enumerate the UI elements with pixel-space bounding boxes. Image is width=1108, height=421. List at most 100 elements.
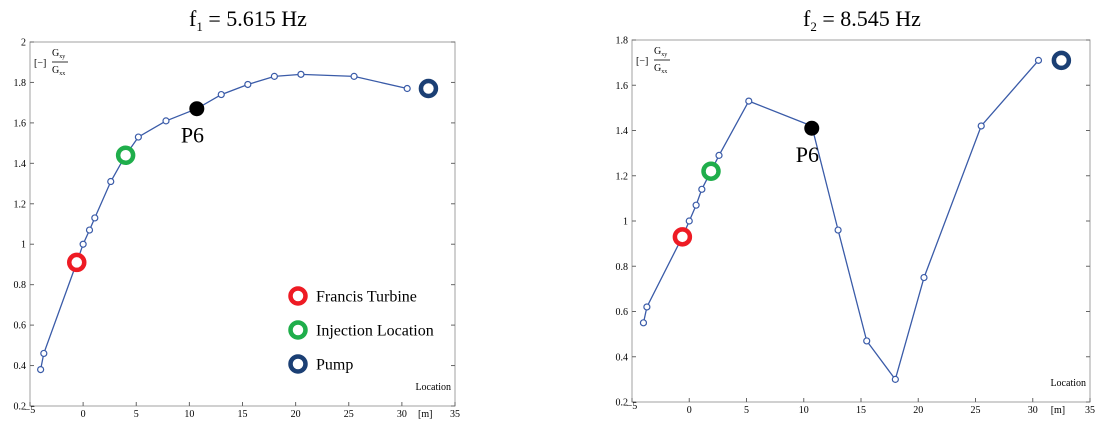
y-label-numerator: Gxy [654, 46, 667, 58]
series-line [642, 59, 1039, 381]
y-tick-label: 0.2 [14, 402, 27, 413]
y-tick-label: 2 [21, 38, 26, 49]
plot-frame [29, 41, 456, 407]
y-tick-label: 0.6 [14, 321, 27, 332]
plot-frame [631, 39, 1091, 403]
y-label-numerator-sub: xy [59, 54, 65, 60]
marker-p6 [804, 120, 820, 136]
y-tick-label: 1.8 [14, 78, 27, 89]
data-point [692, 201, 700, 209]
legend-swatch-francis [288, 286, 308, 306]
y-label-denominator-g: G [52, 65, 59, 76]
x-axis-unit: [m] [1051, 405, 1065, 416]
x-tick-label: 35 [1085, 405, 1095, 416]
marker-p6 [189, 101, 205, 117]
legend-swatch-pump [288, 354, 308, 374]
x-tick-label: −5 [25, 405, 36, 416]
y-label-denominator: Gxx [654, 63, 667, 75]
chart-f1: f1 = 5.615 Hz 0.2 0.4 0.6 0.8 1 1.2 1.4 1.6 1.8 2 −… [14, 6, 461, 420]
chart-f2: f2 = 8.545 Hz 0.2 0.4 0.6 0.8 1 1.2 1.4 1.6 1.8 −5… [616, 6, 1096, 416]
y-tick-label: 0.4 [14, 361, 27, 372]
data-point [79, 240, 87, 248]
data-point [134, 133, 142, 141]
y-tick-label: 1 [21, 240, 26, 251]
data-point [715, 151, 723, 159]
x-tick-label: 5 [744, 405, 749, 416]
y-label-numerator-sub: xy [661, 52, 667, 58]
data-point [834, 226, 842, 234]
x-tick-label: 20 [913, 405, 923, 416]
y-tick-label: 1.6 [616, 81, 629, 92]
legend-label-francis: Francis Turbine [316, 289, 417, 306]
title-prefix: f [803, 6, 811, 31]
y-label-denominator: Gxx [52, 65, 65, 77]
y-label-numerator: Gxy [52, 48, 65, 60]
data-point [244, 80, 252, 89]
data-point [40, 349, 48, 358]
y-label-numerator-g: G [52, 48, 59, 59]
y-label-denominator-g: G [654, 63, 661, 74]
y-tick-label: 0.2 [616, 398, 629, 409]
data-point [37, 366, 45, 374]
data-point [977, 122, 985, 130]
marker-pump [1051, 50, 1072, 71]
title-subscript: 2 [810, 19, 817, 34]
marker-francis [67, 252, 87, 273]
data-point [85, 226, 94, 234]
x-tick-label: −5 [627, 401, 638, 412]
y-tick-label: 0.6 [616, 307, 629, 318]
data-point [698, 185, 706, 193]
y-label-denominator-sub: xx [59, 71, 65, 77]
marker-p6-label: P6 [796, 142, 819, 167]
title-subscript: 1 [196, 19, 203, 34]
data-point [91, 214, 99, 222]
data-point [863, 337, 871, 345]
title-suffix: = 8.545 Hz [817, 6, 921, 31]
data-point [891, 375, 899, 383]
x-axis-unit: [m] [418, 409, 432, 420]
x-tick-label: 5 [134, 409, 139, 420]
legend-swatch-injection [288, 320, 308, 340]
y-tick-label: 0.8 [14, 280, 27, 291]
y-label-denominator-sub: xx [661, 69, 667, 75]
data-point [107, 177, 115, 186]
x-tick-label: 0 [687, 405, 692, 416]
y-tick-label: 1.2 [616, 171, 629, 182]
marker-francis [672, 227, 693, 247]
x-tick-label: 25 [344, 409, 354, 420]
x-tick-label: 15 [238, 409, 248, 420]
data-point [297, 70, 305, 78]
x-tick-label: 35 [450, 409, 460, 420]
data-point [403, 84, 411, 93]
x-axis-label: Location [415, 382, 451, 393]
marker-injection [115, 145, 136, 165]
data-point [643, 303, 651, 311]
x-axis-label: Location [1050, 378, 1086, 389]
x-tick-label: 30 [1028, 405, 1038, 416]
y-tick-label: 1 [623, 217, 628, 228]
data-point [639, 319, 648, 327]
data-point [685, 217, 693, 225]
x-tick-label: 10 [184, 409, 194, 420]
y-tick-label: 1.2 [14, 199, 27, 210]
y-tick-label: 0.8 [616, 262, 629, 273]
data-point [162, 117, 170, 125]
y-tick-label: 1.4 [14, 159, 27, 170]
y-label-numerator-g: G [654, 46, 661, 57]
y-tick-label: 1.4 [616, 126, 629, 137]
legend-label-injection: Injection Location [316, 323, 434, 340]
x-tick-label: 25 [971, 405, 981, 416]
data-point [1034, 56, 1043, 64]
x-tick-label: 0 [81, 409, 86, 420]
y-tick-label: 1.6 [14, 118, 27, 129]
x-tick-label: 20 [291, 409, 301, 420]
data-point [270, 72, 278, 80]
marker-pump [418, 78, 439, 99]
chart-title: f1 = 5.615 Hz [189, 6, 307, 34]
x-tick-label: 15 [856, 405, 866, 416]
legend: Francis Turbine Injection Location Pump [288, 286, 434, 374]
chart-title: f2 = 8.545 Hz [803, 6, 921, 34]
data-point [217, 90, 225, 99]
data-point [920, 273, 928, 282]
